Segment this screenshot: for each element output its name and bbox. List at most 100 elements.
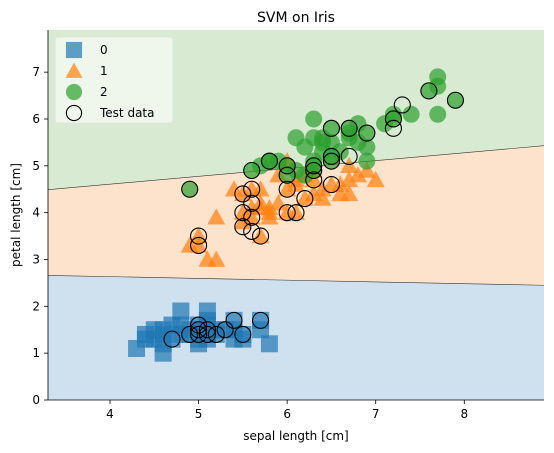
data-point xyxy=(384,119,402,137)
data-point xyxy=(278,157,296,175)
legend-box xyxy=(54,36,174,124)
data-point xyxy=(393,96,411,114)
y-tick-label: 7 xyxy=(32,65,40,79)
legend-marker xyxy=(65,41,83,59)
data-point xyxy=(304,184,323,202)
data-point xyxy=(322,176,340,194)
data-point xyxy=(190,321,208,339)
data-point xyxy=(252,227,270,245)
y-axis-label: petal length [cm] xyxy=(9,163,23,267)
legend-marker xyxy=(65,104,83,122)
data-point xyxy=(305,157,323,175)
data-point xyxy=(243,208,261,226)
data-point xyxy=(278,180,297,197)
y-tick-label: 2 xyxy=(32,299,40,313)
data-point xyxy=(234,325,252,343)
data-point xyxy=(251,180,270,197)
data-point xyxy=(198,325,216,343)
data-point xyxy=(322,152,340,170)
data-point xyxy=(331,143,349,161)
data-point xyxy=(322,119,340,137)
data-point xyxy=(190,325,208,343)
y-tick-label: 1 xyxy=(32,346,40,360)
data-point xyxy=(295,189,314,206)
data-point xyxy=(207,208,226,225)
data-point xyxy=(358,138,376,156)
data-point xyxy=(207,250,226,267)
data-point xyxy=(384,105,402,123)
legend-item: 0 xyxy=(65,41,108,59)
data-point xyxy=(234,185,252,203)
data-point xyxy=(313,189,332,206)
x-tick-label: 8 xyxy=(460,407,468,421)
data-point xyxy=(181,180,199,198)
data-point xyxy=(305,171,323,189)
data-points xyxy=(128,68,464,362)
data-point xyxy=(190,227,208,245)
data-point xyxy=(234,330,252,348)
legend-label: Test data xyxy=(99,106,154,120)
axes: SVM on Iris sepal length [cm] petal leng… xyxy=(9,10,349,443)
data-point xyxy=(366,170,385,188)
data-point xyxy=(154,344,172,362)
data-point xyxy=(198,302,216,320)
data-point xyxy=(243,161,261,180)
x-tick-label: 4 xyxy=(106,407,114,421)
data-point xyxy=(340,119,358,137)
data-point xyxy=(234,204,252,222)
data-point xyxy=(287,175,305,192)
data-point xyxy=(420,82,438,100)
data-point xyxy=(278,204,296,222)
legend-marker xyxy=(65,62,83,78)
data-point xyxy=(429,68,447,86)
data-point xyxy=(252,311,270,329)
legend-item: 1 xyxy=(65,62,108,78)
data-point xyxy=(358,124,376,142)
data-point xyxy=(225,180,243,197)
data-point xyxy=(313,180,332,197)
data-point xyxy=(340,147,358,166)
data-point xyxy=(402,105,420,123)
x-tick-label: 5 xyxy=(195,407,203,421)
data-point xyxy=(446,91,464,109)
data-point xyxy=(243,180,261,198)
data-point xyxy=(243,222,261,240)
data-point xyxy=(234,218,252,236)
data-point xyxy=(358,152,376,170)
data-point xyxy=(252,311,270,329)
x-tick-label: 6 xyxy=(283,407,291,421)
y-tick-label: 0 xyxy=(32,393,40,407)
data-point xyxy=(278,180,296,198)
data-point xyxy=(260,335,278,353)
data-point xyxy=(207,325,225,343)
legend-label: 1 xyxy=(100,64,108,78)
data-point xyxy=(260,198,279,216)
x-tick-label: 7 xyxy=(372,407,380,421)
data-point xyxy=(190,316,208,334)
data-point xyxy=(305,110,323,128)
data-point xyxy=(181,180,199,198)
axis-ticks: 4 5 6 7 8 0 1 2 3 4 5 6 7 xyxy=(32,30,544,421)
data-point xyxy=(216,321,234,339)
data-point xyxy=(322,147,340,166)
region-class-0 xyxy=(48,275,544,400)
data-point xyxy=(251,227,270,244)
data-point xyxy=(322,119,340,137)
data-point xyxy=(340,184,359,202)
data-point xyxy=(296,190,314,208)
y-tick-label: 4 xyxy=(32,206,40,220)
data-point xyxy=(446,91,464,109)
data-point xyxy=(260,208,279,225)
data-point xyxy=(340,170,359,188)
chart-title: SVM on Iris xyxy=(257,10,335,26)
data-point xyxy=(305,161,323,180)
data-point xyxy=(384,110,402,128)
data-point xyxy=(349,166,367,183)
legend-label: 2 xyxy=(100,85,108,99)
data-point xyxy=(190,330,208,348)
legend-item: 2 xyxy=(65,83,108,101)
legend-label: 0 xyxy=(100,43,108,57)
data-point xyxy=(287,204,305,222)
data-point xyxy=(331,175,350,192)
